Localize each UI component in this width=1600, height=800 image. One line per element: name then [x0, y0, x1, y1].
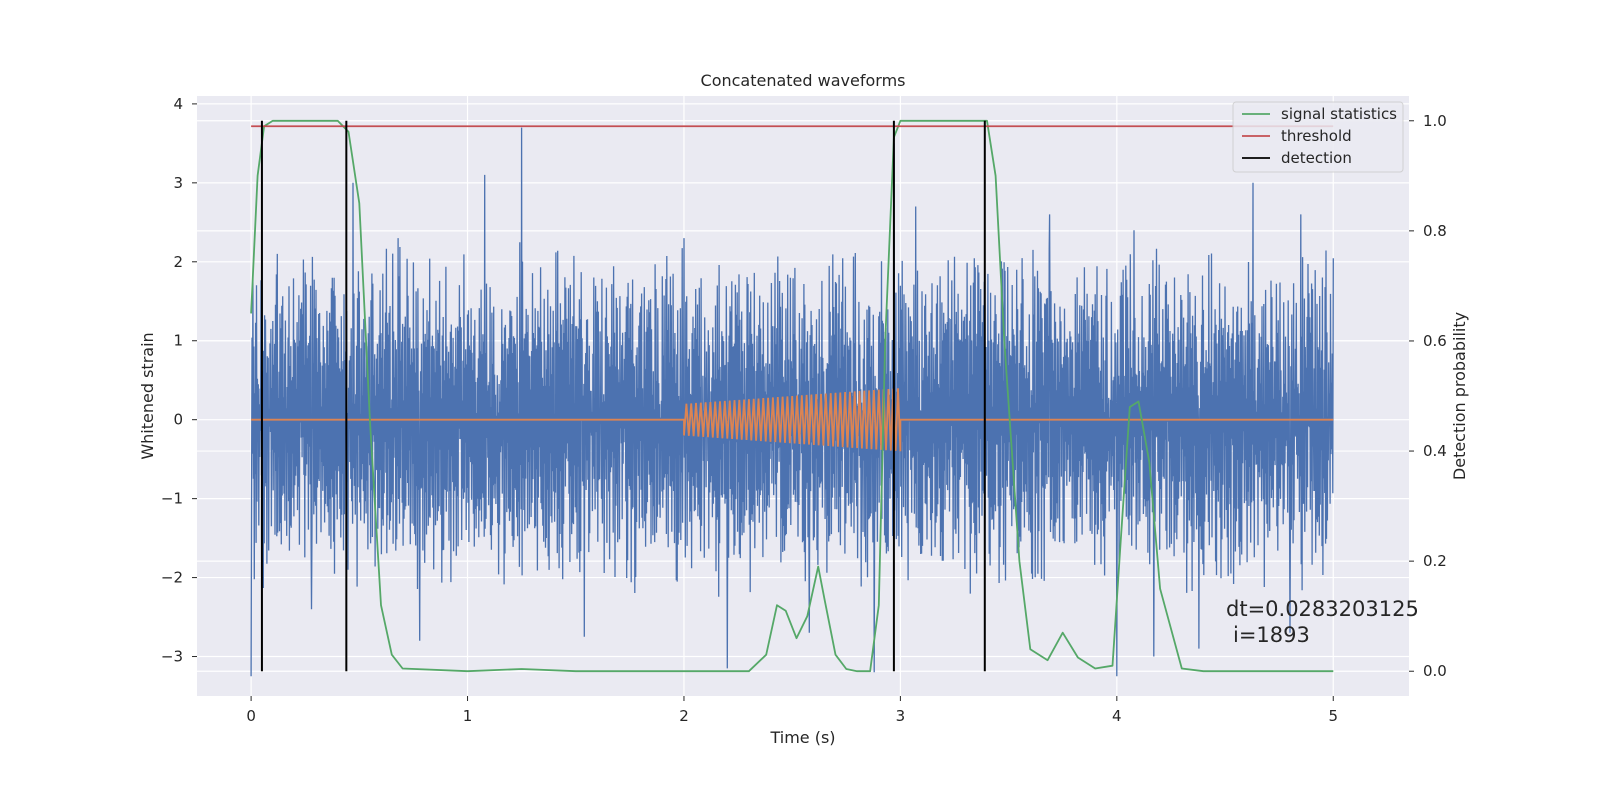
y2-tick-label: 0.0: [1423, 662, 1447, 680]
y-axis-label: Whitened strain: [138, 332, 157, 459]
x-tick-label: 5: [1328, 707, 1338, 725]
signal-statistics-line: [250, 119, 1334, 673]
chart-title: Concatenated waveforms: [701, 71, 906, 90]
x-tick-label: 3: [896, 707, 906, 725]
statistics-series: [250, 119, 1334, 673]
x-axis-label: Time (s): [769, 728, 835, 747]
legend-label-statistics: signal statistics: [1281, 105, 1397, 123]
noise-line: [250, 127, 1334, 677]
annotation-index: i=1893: [1233, 623, 1310, 647]
legend-label-detection: detection: [1281, 149, 1352, 167]
y-tick-label: 2: [173, 253, 183, 271]
annotation-dt: dt=0.0283203125: [1226, 597, 1419, 621]
x-tick-label: 0: [246, 707, 256, 725]
y-tick-label: 4: [173, 95, 183, 113]
injection-line: [251, 388, 1334, 452]
y2-tick-label: 0.2: [1423, 552, 1447, 570]
y2-tick-label: 1.0: [1423, 112, 1447, 130]
injection-series: [251, 388, 1334, 452]
y2-tick-label: 0.8: [1423, 222, 1447, 240]
detection-series: [260, 120, 986, 672]
y-tick-label: 3: [173, 174, 183, 192]
x-tick-label: 4: [1112, 707, 1122, 725]
y-tick-label: −1: [161, 490, 183, 508]
noise-series: [250, 127, 1334, 677]
y-tick-label: −3: [161, 648, 183, 666]
y-tick-label: −2: [161, 569, 183, 587]
y2-axis-label: Detection probability: [1450, 312, 1469, 480]
y2-tick-label: 0.4: [1423, 442, 1447, 460]
legend-label-threshold: threshold: [1281, 127, 1352, 145]
x-tick-label: 1: [463, 707, 473, 725]
axes: 0 1 2 3 4 5 −3 −2 −1 0 1 2 3 4 0.0 0.2 0.4 0.6 0.8 1.0: [161, 95, 1447, 725]
y-tick-label: 1: [173, 332, 183, 350]
y2-tick-label: 0.6: [1423, 332, 1447, 350]
x-tick-label: 2: [679, 707, 689, 725]
legend-box: [1232, 101, 1404, 173]
y-tick-label: 0: [173, 411, 183, 429]
legend: signal statistics threshold detection: [1232, 101, 1404, 173]
